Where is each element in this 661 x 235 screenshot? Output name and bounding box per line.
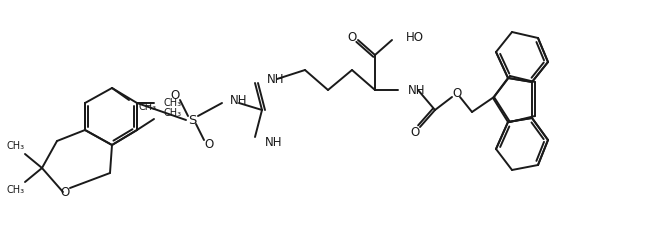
Text: O: O: [348, 31, 357, 43]
Text: O: O: [410, 126, 420, 140]
Text: HO: HO: [406, 31, 424, 43]
Text: CH₃: CH₃: [163, 98, 181, 108]
Text: NH: NH: [230, 94, 247, 106]
Text: NH: NH: [265, 136, 282, 149]
Text: NH: NH: [408, 83, 426, 97]
Text: CH₃: CH₃: [138, 102, 156, 112]
Text: NH: NH: [267, 73, 284, 86]
Text: CH₃: CH₃: [7, 185, 25, 195]
Text: O: O: [452, 86, 461, 99]
Text: O: O: [60, 187, 69, 200]
Text: O: O: [204, 138, 214, 152]
Text: S: S: [188, 114, 196, 126]
Text: CH₃: CH₃: [7, 141, 25, 151]
Text: O: O: [171, 89, 180, 102]
Text: CH₃: CH₃: [163, 108, 181, 118]
